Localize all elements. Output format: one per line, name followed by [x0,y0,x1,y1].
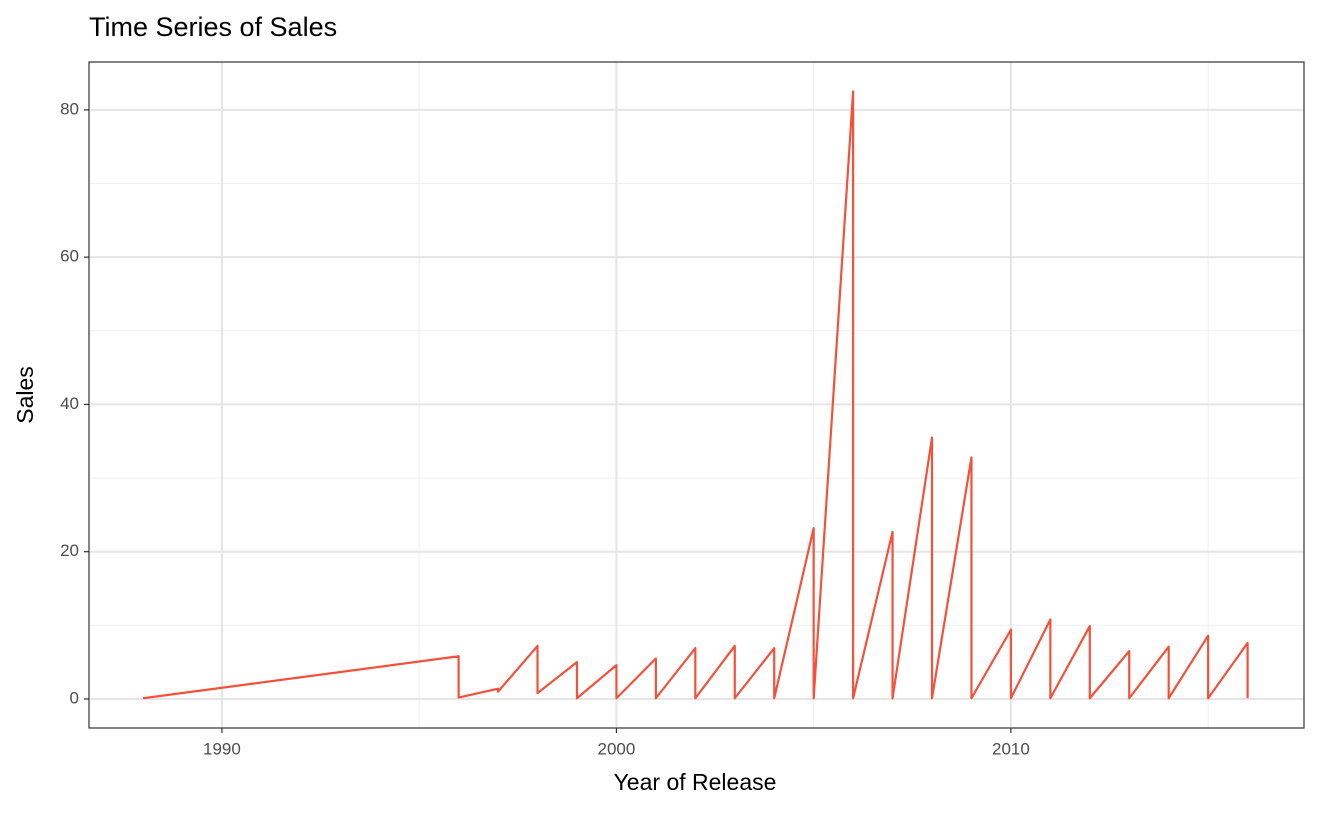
y-tick-label: 80 [60,99,79,118]
x-tick-label: 1990 [203,739,241,758]
plot-border [88,61,1305,729]
y-tick-label: 40 [60,394,79,413]
line [142,90,1249,700]
y-tick-label: 20 [60,541,79,560]
x-tick-label: 2000 [598,739,636,758]
x-axis-title: Year of Release [614,769,777,795]
y-tick-label: 0 [70,688,79,707]
y-axis-title: Sales [12,366,38,424]
x-tick-label: 2010 [992,739,1030,758]
chart-title: Time Series of Sales [89,12,337,42]
y-tick-label: 60 [60,247,79,266]
